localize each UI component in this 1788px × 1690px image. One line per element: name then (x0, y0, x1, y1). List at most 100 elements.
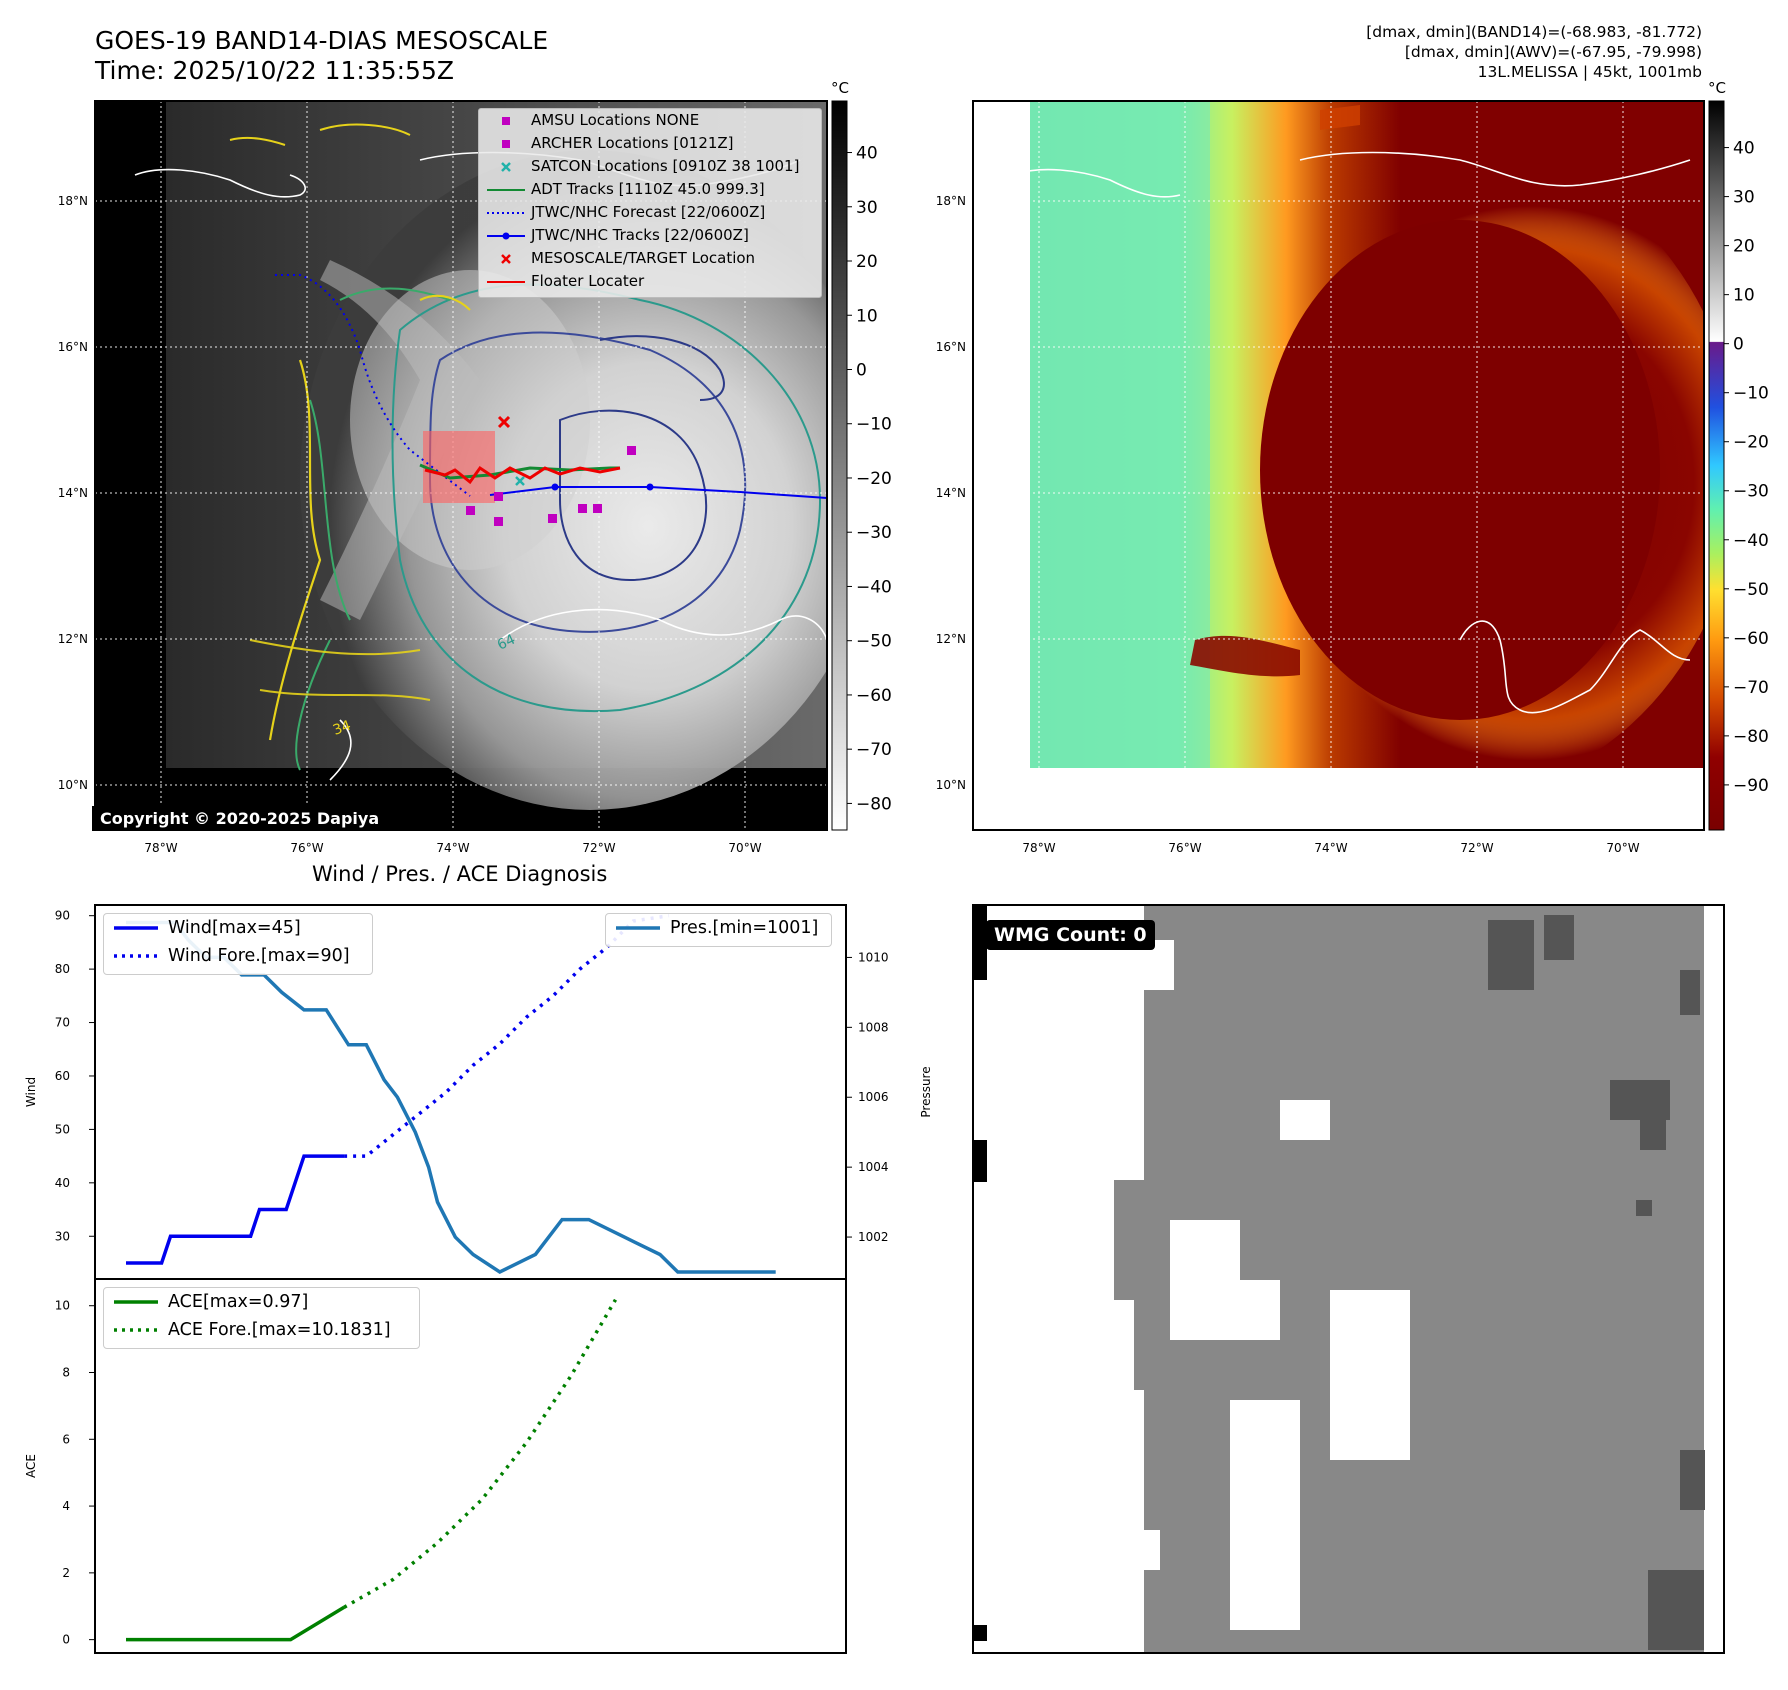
lon-tick-label: 74°W (436, 841, 469, 855)
legend-label: MESOSCALE/TARGET Location (531, 247, 755, 270)
lon-tick-label: 74°W (1314, 841, 1347, 855)
ace-y-tick-label: 10 (55, 1299, 70, 1313)
wind-y-tick-label: 90 (55, 909, 70, 923)
diagnosis-title: Wind / Pres. / ACE Diagnosis (312, 862, 607, 886)
wind-y-tick-label: 80 (55, 962, 70, 976)
lon-tick-label: 70°W (1606, 841, 1639, 855)
legend-item-adt: ADT Tracks [1110Z 45.0 999.3] (479, 178, 821, 201)
x-marker-icon (485, 247, 525, 270)
wmg-dense-block (1636, 1200, 1652, 1216)
solid-line-icon (612, 914, 664, 942)
legend-label: JTWC/NHC Tracks [22/0600Z] (531, 224, 749, 247)
ace-y-tick-label: 6 (62, 1432, 70, 1446)
dotted-line-icon (110, 942, 162, 970)
wmg-dense-block (1680, 970, 1700, 1015)
legend-label: SATCON Locations [0910Z 38 1001] (531, 155, 799, 178)
lat-tick-label: 18°N (936, 194, 966, 208)
ir-colorbar-ticks: 40 30 20 10 0 −10 −20 −30 −40 −50 −60 −70 −80 (847, 144, 892, 815)
x-marker-icon (485, 155, 525, 178)
legend-item-tracks: JTWC/NHC Tracks [22/0600Z] (479, 224, 821, 247)
ir-colorbar-unit: °C (831, 79, 849, 97)
legend-label: Wind[max=45] (168, 914, 301, 942)
wmg-clear-block (1200, 1280, 1280, 1340)
floater-locater-box (423, 431, 495, 503)
colorbar-tick-label: −50 (1733, 580, 1769, 600)
pressure-legend: Pres.[min=1001] (605, 913, 832, 947)
solid-line-icon (110, 914, 162, 942)
colorbar-tick-label: 20 (1733, 237, 1755, 257)
pressure-y-tick-label: 1010 (858, 950, 889, 964)
wmg-panel (973, 905, 1724, 1653)
ace-ylabel: ACE (24, 1454, 38, 1478)
legend-label: Floater Locater (531, 270, 644, 293)
enh-cold-cloud-top (1260, 220, 1660, 720)
legend-item-ace: ACE[max=0.97] (104, 1288, 419, 1316)
lon-tick-label: 78°W (1022, 841, 1055, 855)
wind-y-tick-label: 70 (55, 1016, 70, 1030)
legend-item-forecast: JTWC/NHC Forecast [22/0600Z] (479, 201, 821, 224)
wmg-count-badge: WMG Count: 0 (986, 920, 1155, 950)
wmg-edge-block (973, 905, 987, 980)
lat-tick-label: 14°N (936, 486, 966, 500)
enh-colorbar: °C 403020100−10−20−30−40−50−60−70−80−90 (1708, 79, 1769, 830)
line-dot-icon (485, 224, 525, 247)
lon-tick-label: 72°W (582, 841, 615, 855)
ace-y-tick-label: 0 (62, 1633, 70, 1647)
wmg-dense-block (1544, 915, 1574, 960)
wind-ylabel: Wind (24, 1077, 38, 1107)
legend-item-satcon: SATCON Locations [0910Z 38 1001] (479, 155, 821, 178)
lon-tick-label: 76°W (290, 841, 323, 855)
legend-item-pressure: Pres.[min=1001] (606, 914, 831, 942)
title-line-1: GOES-19 BAND14-DIAS MESOSCALE (95, 26, 548, 55)
legend-label: ARCHER Locations [0121Z] (531, 132, 734, 155)
lat-tick-label: 14°N (58, 486, 88, 500)
wind-y-tick-label: 50 (55, 1122, 70, 1136)
colorbar-tick-label: −60 (856, 686, 892, 706)
wmg-cell-block (1187, 1125, 1247, 1235)
wmg-cell-block (1304, 935, 1344, 1005)
colorbar-tick-label: −70 (856, 740, 892, 760)
lon-tick-label: 70°W (728, 841, 761, 855)
legend-label: Wind Fore.[max=90] (168, 942, 350, 970)
colorbar-tick-label: −50 (856, 632, 892, 652)
colorbar-tick-label: −20 (1733, 433, 1769, 453)
colorbar-tick-label: 10 (1733, 286, 1755, 306)
lat-tick-label: 16°N (936, 340, 966, 354)
colorbar-tick-label: −70 (1733, 678, 1769, 698)
legend-item-ace-fore: ACE Fore.[max=10.1831] (104, 1316, 419, 1344)
lat-tick-label: 18°N (58, 194, 88, 208)
wmg-dense-block (1640, 1110, 1666, 1150)
solid-line-icon (485, 270, 525, 293)
stats-line-1: [dmax, dmin](BAND14)=(-68.983, -81.772) (1366, 23, 1702, 41)
title-line-2: Time: 2025/10/22 11:35:55Z (95, 56, 454, 85)
pressure-ylabel: Pressure (919, 1066, 933, 1117)
legend-label: ADT Tracks [1110Z 45.0 999.3] (531, 178, 765, 201)
dotted-line-icon (485, 201, 525, 224)
colorbar-tick-label: 30 (856, 198, 878, 218)
colorbar-tick-label: −60 (1733, 629, 1769, 649)
wmg-clear-block (1280, 1100, 1330, 1140)
legend-label: JTWC/NHC Forecast [22/0600Z] (531, 201, 765, 224)
legend-label: ACE[max=0.97] (168, 1288, 308, 1316)
wind-y-tick-label: 60 (55, 1069, 70, 1083)
lat-tick-label: 12°N (936, 632, 966, 646)
legend-item-mesoscale: MESOSCALE/TARGET Location (479, 247, 821, 270)
colorbar-tick-label: −30 (856, 523, 892, 543)
pressure-y-tick-label: 1004 (858, 1160, 889, 1174)
lat-tick-label: 10°N (58, 778, 88, 792)
colorbar-tick-label: 0 (856, 360, 867, 380)
ace-y-tick-label: 2 (62, 1566, 70, 1580)
ir-colorbar-gradient (832, 101, 847, 830)
map-legend: AMSU Locations NONE ARCHER Locations [01… (478, 108, 822, 298)
enhanced-map-panel (973, 101, 1740, 830)
legend-label: Pres.[min=1001] (670, 914, 818, 942)
wmg-edge-block (973, 1140, 987, 1182)
colorbar-tick-label: 10 (856, 306, 878, 326)
colorbar-tick-label: −80 (856, 794, 892, 814)
solid-line-icon (485, 178, 525, 201)
wmg-dense-block (1680, 1450, 1705, 1510)
ace-y-tick-label: 8 (62, 1366, 70, 1380)
wmg-dense-block (1488, 920, 1534, 990)
legend-label: ACE Fore.[max=10.1831] (168, 1316, 391, 1344)
legend-item-wind: Wind[max=45] (104, 914, 372, 942)
